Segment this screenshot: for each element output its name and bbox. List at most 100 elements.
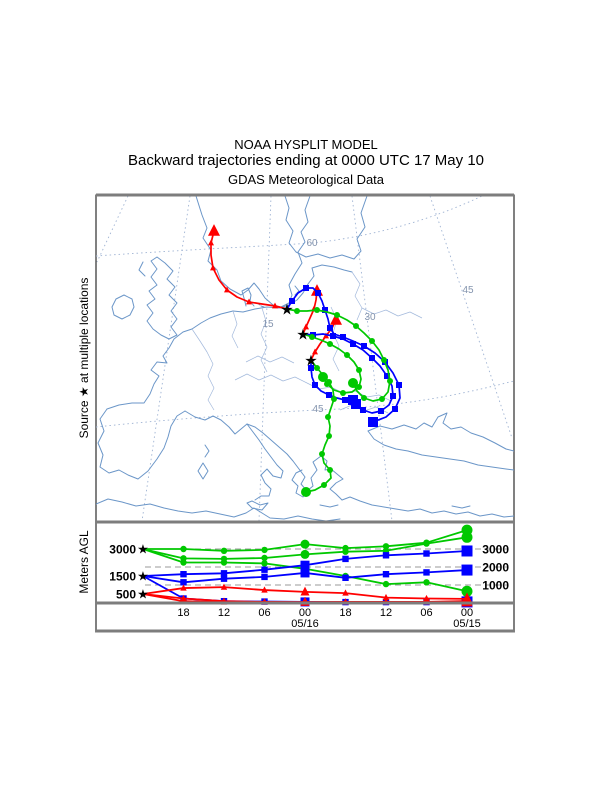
- circle-marker-icon: [326, 433, 332, 439]
- source-star-icon: ★: [296, 326, 309, 343]
- triangle-marker-icon: [180, 584, 187, 591]
- circle-marker-icon: [334, 312, 340, 318]
- circle-marker-icon: [461, 585, 473, 597]
- triangle-marker-icon: [423, 594, 430, 602]
- height-start-stars: ★ ★ ★: [137, 542, 149, 602]
- time-tick-label: 18: [339, 607, 351, 619]
- circle-marker-icon: [300, 539, 310, 549]
- circle-marker-icon: [326, 379, 332, 385]
- triangle-marker-icon: [220, 583, 228, 590]
- panel-divider-bar: [96, 520, 514, 524]
- circle-marker-icon: [261, 546, 268, 554]
- circle-marker-icon: [344, 352, 350, 358]
- square-marker-icon: [261, 573, 268, 581]
- square-marker-icon: [382, 571, 390, 578]
- square-marker-icon: [327, 325, 333, 331]
- square-marker-icon: [461, 564, 473, 576]
- time-tick-label: 06: [420, 607, 432, 619]
- square-marker-icon: [382, 552, 390, 559]
- circle-marker-icon: [340, 390, 346, 396]
- square-marker-icon: [461, 545, 473, 557]
- map-top-bar: [96, 193, 514, 197]
- circle-marker-icon: [220, 547, 228, 554]
- triangle-marker-icon: [272, 302, 278, 309]
- triangle-marker-icon: [330, 313, 342, 325]
- left-height-label: 500: [116, 587, 136, 601]
- panel-bottom-bar: [96, 629, 514, 633]
- country-borders: [191, 271, 423, 414]
- date-label: 05/15: [453, 618, 481, 630]
- circle-marker-icon: [461, 531, 473, 543]
- square-marker-icon: [378, 408, 384, 414]
- circle-marker-icon: [382, 580, 390, 588]
- circle-marker-icon: [387, 378, 393, 384]
- triangle-marker-icon: [208, 224, 220, 236]
- square-marker-icon: [308, 365, 314, 371]
- right-height-label: 1000: [482, 578, 509, 592]
- circle-marker-icon: [342, 548, 349, 555]
- graticule-label: 60: [306, 238, 318, 249]
- triangle-marker-icon: [208, 239, 214, 246]
- square-marker-icon: [369, 355, 375, 361]
- left-height-label: 3000: [109, 542, 136, 556]
- circle-marker-icon: [361, 395, 367, 401]
- right-height-label: 2000: [482, 560, 509, 574]
- time-tick-label: 12: [218, 607, 230, 619]
- circle-marker-icon: [348, 378, 358, 388]
- source-markers: ★★★: [280, 301, 317, 369]
- square-marker-icon: [340, 334, 346, 340]
- triangle-marker-icon: [323, 332, 329, 339]
- circle-marker-icon: [180, 559, 187, 566]
- square-marker-icon: [220, 575, 228, 582]
- source-star-icon: ★: [304, 352, 317, 369]
- trajectory-path: [286, 287, 401, 423]
- time-tick-label: 06: [258, 607, 270, 619]
- height-profile-panel: 3000 1500 500 3000 2000 1000 18 12 06 00 18 12 06 00…: [109, 524, 509, 630]
- source-star-icon: ★: [280, 301, 293, 318]
- circle-marker-icon: [423, 579, 430, 586]
- height-series: [142, 524, 473, 608]
- square-marker-icon: [315, 290, 321, 296]
- right-height-label: 3000: [482, 542, 509, 556]
- square-marker-icon: [330, 333, 336, 339]
- square-marker-icon: [368, 417, 378, 427]
- square-marker-icon: [180, 579, 187, 586]
- date-label: 05/16: [291, 618, 319, 630]
- triangle-marker-icon: [210, 264, 216, 271]
- circle-marker-icon: [331, 396, 337, 402]
- time-tick-label: 12: [380, 607, 392, 619]
- triangle-marker-icon: [246, 298, 252, 305]
- triangle-marker-icon: [303, 323, 309, 330]
- circle-marker-icon: [261, 560, 268, 567]
- square-marker-icon: [390, 393, 396, 399]
- triangle-marker-icon: [261, 586, 268, 593]
- circle-marker-icon: [300, 549, 310, 559]
- square-marker-icon: [300, 568, 310, 578]
- circle-marker-icon: [319, 451, 325, 457]
- circle-marker-icon: [318, 372, 328, 382]
- square-marker-icon: [423, 569, 430, 576]
- square-marker-icon: [342, 555, 349, 563]
- graticule-labels: 60 15 30 45 45: [262, 238, 474, 415]
- circle-marker-icon: [381, 357, 387, 363]
- square-marker-icon: [392, 406, 398, 412]
- circle-marker-icon: [423, 540, 430, 547]
- circle-marker-icon: [314, 307, 320, 313]
- square-marker-icon: [289, 298, 295, 304]
- source-star-icon: ★: [137, 569, 149, 584]
- circle-marker-icon: [353, 323, 359, 329]
- graticule-label: 15: [262, 319, 274, 330]
- ground-line-bar: [96, 601, 514, 605]
- triangle-marker-icon: [312, 348, 318, 355]
- square-marker-icon: [350, 341, 356, 347]
- square-marker-icon: [360, 407, 366, 413]
- met-data-title: GDAS Meteorological Data: [227, 172, 385, 187]
- square-marker-icon: [361, 343, 367, 349]
- square-marker-icon: [322, 307, 328, 313]
- square-marker-icon: [423, 550, 430, 557]
- circle-marker-icon: [309, 334, 315, 340]
- height-axis-labels: 3000 1500 500 3000 2000 1000: [109, 542, 509, 601]
